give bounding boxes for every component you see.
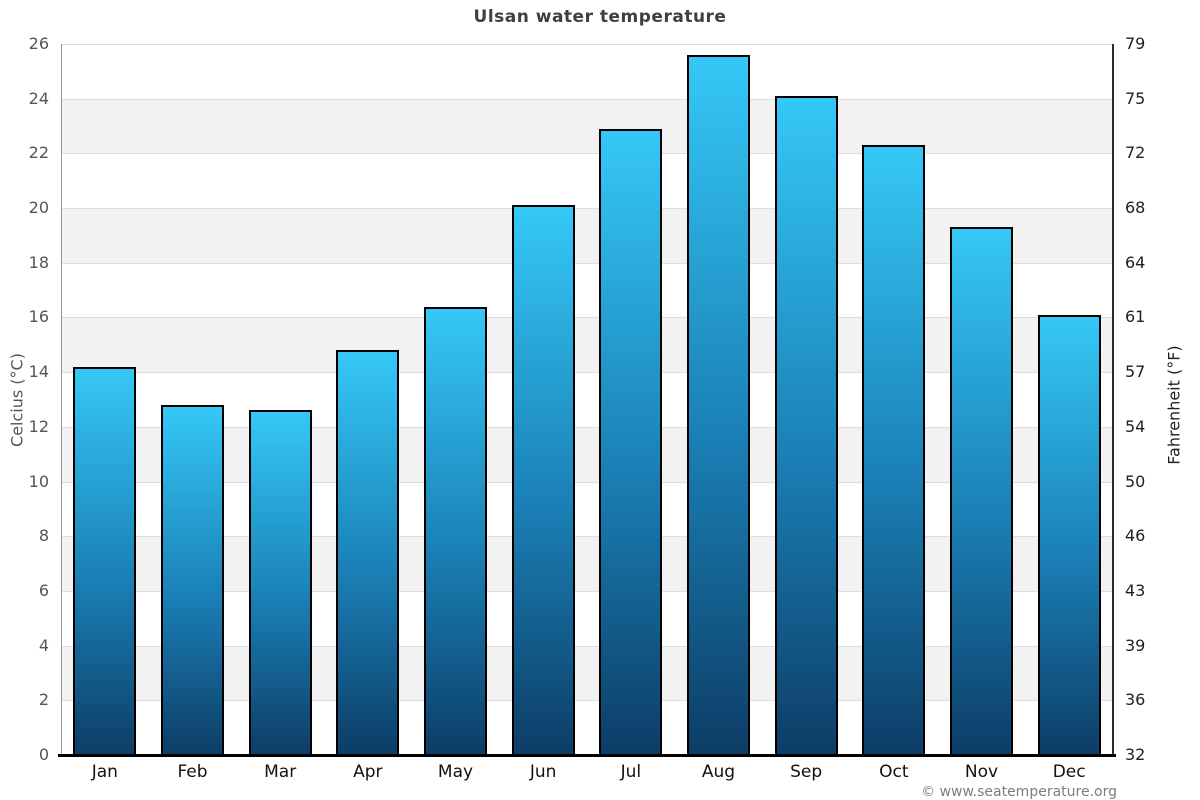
gridline (61, 481, 1113, 483)
y-tick-label-fahrenheit: 54 (1125, 416, 1146, 436)
y-tick-label-fahrenheit: 36 (1125, 690, 1146, 710)
y-tick-label-fahrenheit: 72 (1125, 143, 1146, 163)
y-axis-right-line (1112, 44, 1114, 755)
plot-band (61, 317, 1113, 373)
y-tick-label-fahrenheit: 61 (1125, 307, 1146, 327)
x-tick-label-apr: Apr (353, 762, 383, 782)
x-tick-label-aug: Aug (701, 762, 736, 782)
y-tick-label-celsius: 14 (28, 362, 49, 382)
gridline (61, 700, 1113, 702)
plot-area (61, 44, 1113, 755)
copyright-text: © www.seatemperature.org (921, 784, 1117, 800)
y-tick-label-fahrenheit: 32 (1125, 745, 1146, 764)
y-tick-label-fahrenheit: 75 (1125, 88, 1146, 108)
x-tick-label-jul: Jul (620, 762, 642, 782)
y-tick-label-celsius: 20 (28, 198, 49, 218)
y-tick-label-celsius: 24 (28, 88, 49, 108)
gridline (61, 372, 1113, 374)
y-axis-left-title: Celcius (°C) (7, 353, 27, 447)
y-tick-label-celsius: 18 (28, 252, 49, 272)
gridline (61, 590, 1113, 592)
gridline (61, 153, 1113, 155)
gridline (61, 317, 1113, 319)
gridline (61, 645, 1113, 647)
gridline (61, 44, 1113, 45)
bar-feb[interactable] (161, 404, 224, 755)
bar-jun[interactable] (511, 205, 575, 755)
y-tick-label-fahrenheit: 64 (1125, 252, 1146, 272)
x-axis-line (58, 754, 1116, 757)
y-tick-label-celsius: 6 (38, 580, 49, 600)
x-tick-label-feb: Feb (177, 762, 208, 782)
bar-apr[interactable] (336, 350, 400, 755)
x-tick-label-jan: Jan (91, 762, 118, 782)
y-tick-label-celsius: 22 (28, 143, 49, 163)
y-tick-label-celsius: 0 (38, 745, 49, 764)
gridline (61, 98, 1113, 100)
y-tick-label-celsius: 2 (38, 690, 49, 710)
bar-nov[interactable] (950, 227, 1013, 755)
y-axis-right-title: Fahrenheit (°F) (1164, 345, 1184, 465)
plot-band (61, 645, 1113, 701)
bar-dec[interactable] (1037, 314, 1101, 755)
gridline (61, 262, 1113, 264)
gridline (61, 208, 1113, 210)
bar-jul[interactable] (599, 128, 663, 755)
bar-jan[interactable] (73, 366, 137, 755)
y-tick-label-fahrenheit: 57 (1125, 362, 1146, 382)
y-tick-label-fahrenheit: 39 (1125, 635, 1146, 655)
bar-sep[interactable] (774, 95, 838, 755)
x-tick-label-nov: Nov (964, 762, 999, 782)
gridline (61, 536, 1113, 538)
y-tick-label-fahrenheit: 50 (1125, 471, 1146, 491)
y-tick-label-fahrenheit: 68 (1125, 198, 1146, 218)
y-axis-left-line (61, 44, 62, 755)
x-tick-label-sep: Sep (790, 762, 823, 782)
bar-oct[interactable] (862, 145, 926, 755)
y-tick-label-celsius: 12 (28, 416, 49, 436)
y-tick-label-celsius: 4 (38, 635, 49, 655)
y-tick-label-fahrenheit: 46 (1125, 526, 1146, 546)
x-tick-label-mar: Mar (264, 762, 297, 782)
plot-band (61, 536, 1113, 591)
plot-band (61, 98, 1113, 154)
bar-aug[interactable] (687, 54, 750, 755)
x-tick-label-jun: Jun (529, 762, 557, 782)
x-tick-label-may: May (437, 762, 474, 782)
bar-may[interactable] (424, 306, 487, 755)
x-tick-label-dec: Dec (1052, 762, 1086, 782)
y-tick-label-celsius: 16 (28, 307, 49, 327)
y-tick-label-celsius: 10 (28, 471, 49, 491)
y-tick-label-celsius: 8 (38, 526, 49, 546)
chart-title: Ulsan water temperature (473, 7, 727, 27)
gridline (61, 426, 1113, 428)
y-tick-label-celsius: 26 (28, 34, 49, 53)
plot-band (61, 208, 1113, 263)
plot-band (61, 426, 1113, 482)
bar-mar[interactable] (248, 410, 312, 755)
y-tick-label-fahrenheit: 79 (1125, 34, 1146, 53)
x-tick-label-oct: Oct (879, 762, 909, 782)
y-tick-label-fahrenheit: 43 (1125, 580, 1146, 600)
